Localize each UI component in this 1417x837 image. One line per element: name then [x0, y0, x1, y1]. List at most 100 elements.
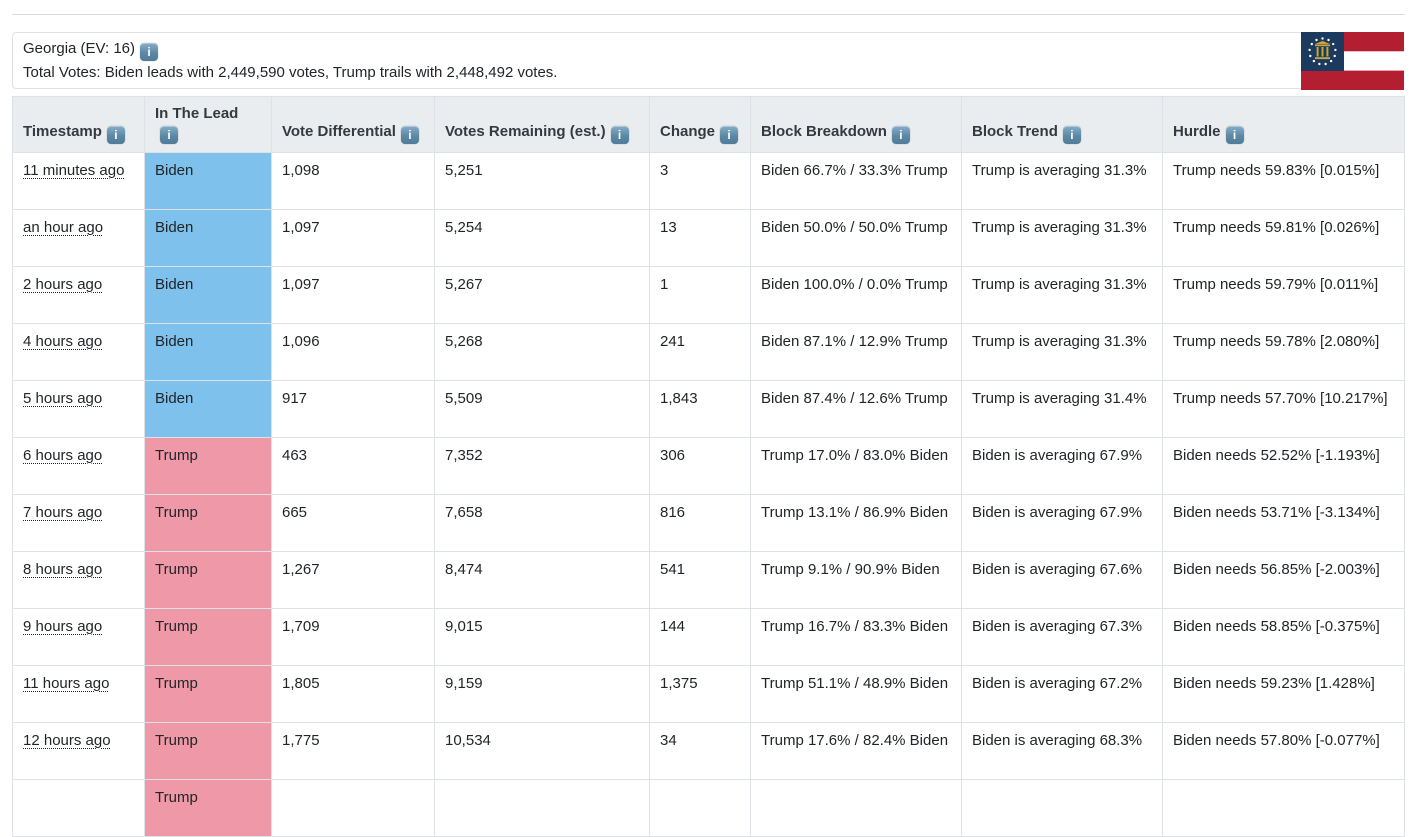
- info-icon[interactable]: i: [140, 43, 158, 61]
- cell-change: 1: [649, 266, 751, 324]
- timestamp-tooltip[interactable]: 8 hours ago: [23, 561, 103, 578]
- cell-text-change: 241: [660, 333, 686, 350]
- cell-hurdle: Biden needs 52.52% [-1.193%]: [1162, 437, 1405, 495]
- cell-trend: Biden is averaging 67.9%: [961, 437, 1163, 495]
- cell-differential: 1,805: [271, 665, 435, 723]
- cell-breakdown: Trump 17.6% / 82.4% Biden: [750, 722, 962, 780]
- cell-breakdown: Biden 87.1% / 12.9% Trump: [750, 323, 962, 381]
- table-row: 6 hours ago Trump 463 7,352 306 Trump 17.0% /…: [12, 437, 1405, 495]
- table-row: 11 minutes ago Biden 1,098 5,251 3 Biden 66.7…: [12, 152, 1405, 210]
- cell-change: 306: [649, 437, 751, 495]
- table-row: 9 hours ago Trump 1,709 9,015 144 Trump 16.7%…: [12, 608, 1405, 666]
- timestamp-tooltip[interactable]: 5 hours ago: [23, 390, 103, 407]
- cell-text-remaining: 7,352: [445, 447, 483, 464]
- cell-differential: 917: [271, 380, 435, 438]
- timestamp-tooltip[interactable]: 4 hours ago: [23, 333, 103, 350]
- cell-text-differential: 1,096: [282, 333, 320, 350]
- cell-trend: Trump is averaging 31.3%: [961, 323, 1163, 381]
- cell-text-hurdle: Biden needs 59.23% [1.428%]: [1173, 675, 1375, 692]
- table-row: 5 hours ago Biden 917 5,509 1,843 Biden 87.4%…: [12, 380, 1405, 438]
- cell-remaining: 10,534: [434, 722, 650, 780]
- cell-text-differential: 1,775: [282, 732, 320, 749]
- cell-lead: Trump: [144, 494, 272, 552]
- cell-text-lead: Biden: [155, 219, 194, 236]
- info-icon[interactable]: i: [400, 126, 419, 144]
- cell-hurdle: [1162, 779, 1405, 837]
- cell-timestamp: 7 hours ago: [12, 494, 145, 552]
- info-icon[interactable]: i: [720, 126, 739, 144]
- cell-hurdle: Biden needs 56.85% [-2.003%]: [1162, 551, 1405, 609]
- cell-text-differential: 1,709: [282, 618, 320, 635]
- cell-remaining: 7,352: [434, 437, 650, 495]
- cell-differential: 1,097: [271, 209, 435, 267]
- cell-text-hurdle: Biden needs 52.52% [-1.193%]: [1173, 447, 1380, 464]
- cell-text-change: 1,375: [660, 675, 698, 692]
- cell-differential: 463: [271, 437, 435, 495]
- cell-change: 1,843: [649, 380, 751, 438]
- cell-lead: Trump: [144, 437, 272, 495]
- info-icon[interactable]: i: [1062, 126, 1081, 144]
- table-row: 7 hours ago Trump 665 7,658 816 Trump 13.1% /…: [12, 494, 1405, 552]
- cell-text-change: 541: [660, 561, 686, 578]
- cell-remaining: 9,159: [434, 665, 650, 723]
- column-header-label: Change: [660, 123, 716, 140]
- cell-lead: Trump: [144, 608, 272, 666]
- info-icon[interactable]: i: [891, 126, 910, 144]
- table-row: 8 hours ago Trump 1,267 8,474 541 Trump 9.1% …: [12, 551, 1405, 609]
- vote-history-table: Timestamp i In The Leadi Vote Differential i…: [12, 96, 1405, 837]
- table-row: 12 hours ago Trump 1,775 10,534 34 Trump 17.6…: [12, 722, 1405, 780]
- cell-timestamp: 9 hours ago: [12, 608, 145, 666]
- cell-timestamp: 6 hours ago: [12, 437, 145, 495]
- cell-remaining: 5,254: [434, 209, 650, 267]
- timestamp-tooltip[interactable]: 11 hours ago: [23, 675, 110, 692]
- column-header-label: Timestamp: [23, 123, 102, 140]
- cell-lead: Biden: [144, 323, 272, 381]
- cell-text-remaining: 9,159: [445, 675, 483, 692]
- cell-text-lead: Trump: [155, 447, 198, 464]
- cell-trend: Biden is averaging 68.3%: [961, 722, 1163, 780]
- cell-text-breakdown: Biden 50.0% / 50.0% Trump: [761, 219, 948, 236]
- column-header-label: Hurdle: [1173, 123, 1221, 140]
- info-icon[interactable]: i: [106, 126, 125, 144]
- cell-differential: [271, 779, 435, 837]
- timestamp-tooltip[interactable]: an hour ago: [23, 219, 104, 236]
- timestamp-tooltip[interactable]: 12 hours ago: [23, 732, 111, 749]
- timestamp-tooltip[interactable]: 9 hours ago: [23, 618, 103, 635]
- cell-text-change: 816: [660, 504, 686, 521]
- cell-lead: Biden: [144, 209, 272, 267]
- top-divider: [12, 14, 1405, 15]
- cell-text-change: 34: [660, 732, 677, 749]
- cell-change: [649, 779, 751, 837]
- cell-remaining: 7,658: [434, 494, 650, 552]
- info-icon[interactable]: i: [160, 126, 178, 144]
- info-icon[interactable]: i: [1225, 126, 1244, 144]
- timestamp-tooltip[interactable]: 11 minutes ago: [23, 162, 125, 179]
- cell-text-trend: Trump is averaging 31.3%: [972, 276, 1147, 293]
- cell-change: 816: [649, 494, 751, 552]
- cell-timestamp: an hour ago: [12, 209, 145, 267]
- cell-remaining: 9,015: [434, 608, 650, 666]
- cell-remaining: 5,251: [434, 152, 650, 210]
- cell-hurdle: Biden needs 59.23% [1.428%]: [1162, 665, 1405, 723]
- info-icon[interactable]: i: [610, 126, 629, 144]
- cell-text-lead: Biden: [155, 333, 194, 350]
- cell-text-breakdown: Biden 100.0% / 0.0% Trump: [761, 276, 948, 293]
- table-row: 4 hours ago Biden 1,096 5,268 241 Biden 87.1%…: [12, 323, 1405, 381]
- cell-lead: Trump: [144, 551, 272, 609]
- state-summary-panel: Georgia (EV: 16) i Total Votes: Biden lea…: [12, 32, 1404, 90]
- cell-text-breakdown: Trump 17.6% / 82.4% Biden: [761, 732, 949, 749]
- timestamp-tooltip[interactable]: 6 hours ago: [23, 447, 103, 464]
- cell-text-remaining: 5,251: [445, 162, 483, 179]
- table-row: 2 hours ago Biden 1,097 5,267 1 Biden 100.0% …: [12, 266, 1405, 324]
- cell-text-breakdown: Trump 17.0% / 83.0% Biden: [761, 447, 949, 464]
- timestamp-tooltip[interactable]: 7 hours ago: [23, 504, 103, 521]
- cell-text-remaining: 7,658: [445, 504, 483, 521]
- cell-text-hurdle: Biden needs 58.85% [-0.375%]: [1173, 618, 1380, 635]
- cell-trend: Biden is averaging 67.3%: [961, 608, 1163, 666]
- cell-text-change: 1,843: [660, 390, 698, 407]
- cell-text-differential: 1,267: [282, 561, 320, 578]
- cell-hurdle: Trump needs 59.83% [0.015%]: [1162, 152, 1405, 210]
- timestamp-tooltip[interactable]: 2 hours ago: [23, 276, 103, 293]
- cell-text-lead: Trump: [155, 732, 198, 749]
- cell-text-differential: 1,098: [282, 162, 320, 179]
